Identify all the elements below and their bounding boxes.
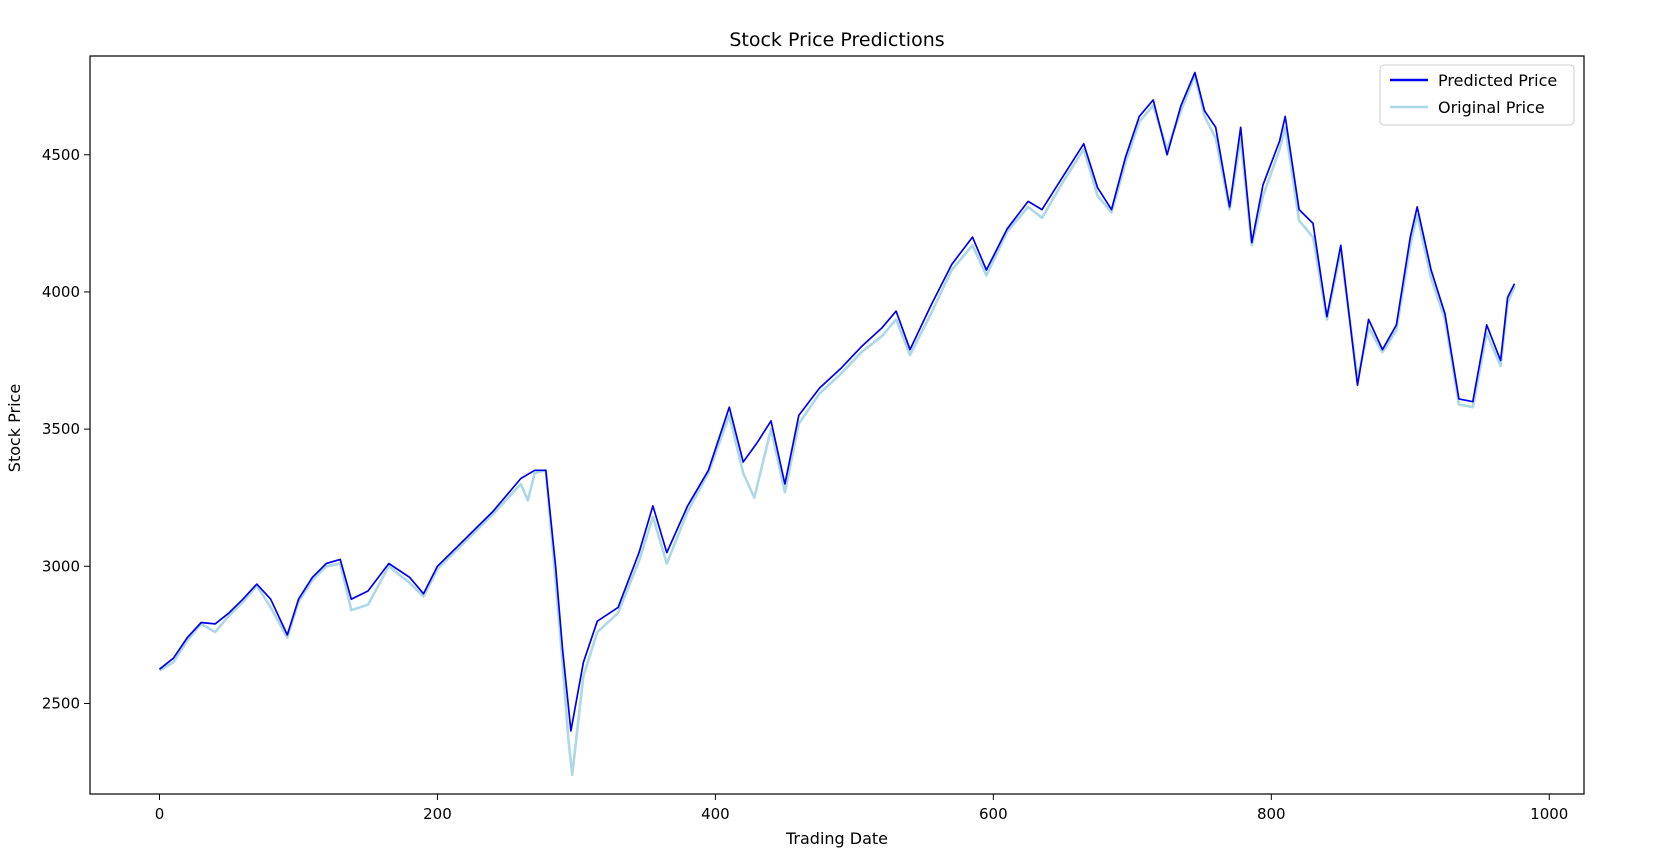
- y-axis-label: Stock Price: [5, 384, 24, 472]
- y-tick-label: 2500: [42, 694, 80, 712]
- series-layer: [158, 71, 1516, 777]
- plot-frame: [89, 55, 1585, 795]
- x-tick-label: 600: [979, 805, 1008, 823]
- chart-title: Stock Price Predictions: [729, 29, 944, 51]
- y-tick-label: 4000: [42, 283, 80, 301]
- y-tick-label: 3000: [42, 557, 80, 575]
- y-tick-label: 3500: [42, 420, 80, 438]
- legend-label-original-price: Original Price: [1438, 98, 1545, 117]
- x-tick-label: 1000: [1530, 805, 1568, 823]
- x-tick-label: 800: [1257, 805, 1286, 823]
- legend: Predicted Price Original Price: [1379, 64, 1575, 126]
- x-tick-label: 0: [155, 805, 165, 823]
- y-axis-ticks: 2500 3000 3500 4000 4500: [42, 146, 90, 712]
- series-line-predicted-price: [158, 71, 1516, 732]
- x-axis-label: Trading Date: [785, 829, 888, 848]
- legend-box: [1379, 64, 1575, 126]
- legend-label-predicted-price: Predicted Price: [1438, 71, 1557, 90]
- x-axis-ticks: 0 200 400 600 800 1000: [155, 794, 1568, 823]
- series-line-original-price: [158, 73, 1516, 777]
- x-tick-label: 400: [701, 805, 730, 823]
- x-tick-label: 200: [423, 805, 452, 823]
- y-tick-label: 4500: [42, 146, 80, 164]
